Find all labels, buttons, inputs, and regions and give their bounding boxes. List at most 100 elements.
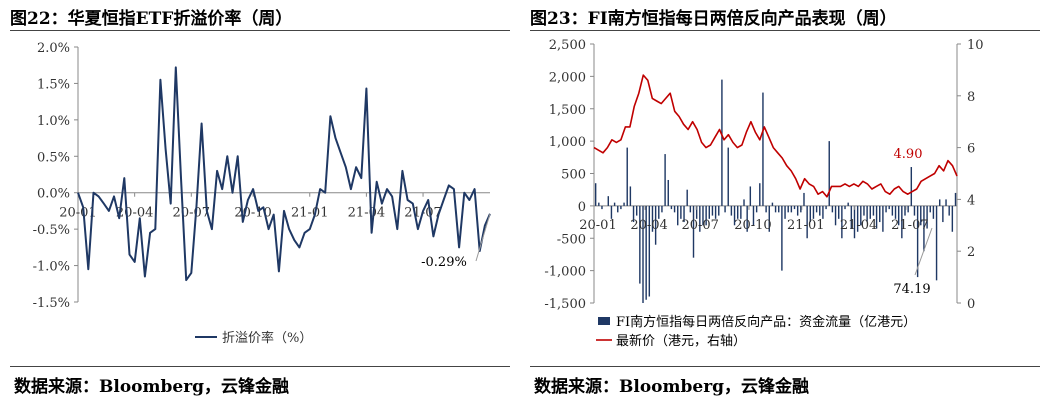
right-flow-bar bbox=[882, 205, 884, 232]
right-flow-bar bbox=[626, 147, 628, 206]
right-left-tick-label: -500 bbox=[557, 232, 586, 247]
right-right-tick-label: 10 bbox=[967, 38, 984, 53]
right-x-tick-label: 20-10 bbox=[734, 218, 771, 233]
right-flow-bar bbox=[803, 192, 805, 206]
right-flow-bar bbox=[812, 205, 815, 219]
right-flow-bar bbox=[920, 205, 922, 226]
right-flow-bar bbox=[711, 205, 714, 216]
left-y-tick-label: 2.0% bbox=[37, 41, 70, 56]
right-x-tick-label: 20-07 bbox=[681, 218, 718, 233]
right-flow-bar bbox=[793, 205, 796, 210]
right-flow-bar bbox=[935, 205, 938, 281]
right-flow-bar bbox=[664, 154, 666, 206]
left-y-tick-label: -0.5% bbox=[33, 223, 70, 238]
right-title-rule bbox=[530, 30, 1040, 31]
right-x-tick-label: 20-04 bbox=[630, 218, 667, 233]
right-flow-bar bbox=[721, 79, 723, 206]
right-flow-bar bbox=[825, 205, 827, 210]
right-flow-bar bbox=[661, 205, 663, 213]
right-flow-bar bbox=[677, 205, 679, 226]
right-flow-bar bbox=[942, 205, 944, 223]
right-right-tick-label: 4 bbox=[967, 193, 975, 208]
right-flow-bar bbox=[778, 205, 780, 213]
right-flow-bar bbox=[654, 205, 657, 245]
right-flow-bar bbox=[658, 205, 660, 219]
right-flow-bar bbox=[926, 205, 928, 229]
right-legend-line-label: 最新价（港元，右轴） bbox=[616, 333, 746, 349]
right-flow-bar bbox=[856, 205, 859, 232]
right-flow-bar bbox=[598, 202, 600, 206]
right-left-tick-label: 1,500 bbox=[549, 103, 586, 118]
right-flow-bar bbox=[834, 205, 837, 226]
left-series-line bbox=[77, 66, 491, 282]
right-flow-bar bbox=[617, 205, 619, 213]
right-flow-bar bbox=[689, 205, 692, 213]
right-flow-bar bbox=[651, 205, 654, 232]
right-flow-bar bbox=[872, 205, 875, 216]
right-flow-bar bbox=[620, 205, 622, 210]
right-flow-bar bbox=[869, 205, 871, 219]
right-x-tick-label: 21-04 bbox=[840, 218, 877, 233]
right-flow-bar bbox=[790, 205, 793, 213]
right-flow-bar bbox=[875, 205, 878, 229]
right-flow-bar bbox=[951, 205, 954, 232]
right-x-tick-label: 21-07 bbox=[891, 218, 928, 233]
right-flow-bar bbox=[939, 199, 941, 206]
right-flow-bar bbox=[954, 192, 957, 206]
right-source-note: 数据来源：Bloomberg，云锋金融 bbox=[534, 377, 810, 397]
right-left-tick-label: 2,000 bbox=[549, 70, 586, 85]
right-right-tick-label: 6 bbox=[967, 142, 975, 157]
right-flow-bar bbox=[740, 205, 742, 219]
right-flow-bar bbox=[781, 205, 783, 271]
left-title-rule bbox=[10, 30, 510, 31]
left-y-tick-label: -1.0% bbox=[33, 260, 70, 275]
right-flow-bar bbox=[680, 205, 682, 219]
right-flow-bar bbox=[847, 202, 849, 206]
right-flow-callout: 74.19 bbox=[893, 282, 930, 297]
left-source-note: 数据来源：Bloomberg，云锋金融 bbox=[14, 377, 290, 397]
right-flow-bar bbox=[916, 205, 919, 278]
right-flow-bar bbox=[607, 196, 609, 206]
right-flow-bar bbox=[800, 205, 802, 213]
left-x-tick-label: 21-04 bbox=[348, 206, 385, 221]
right-flow-bar bbox=[610, 205, 613, 219]
left-y-tick-label: 0.0% bbox=[37, 187, 70, 202]
right-flow-bar bbox=[787, 205, 789, 213]
right-flow-bar bbox=[771, 202, 774, 206]
right-x-tick-label: 21-01 bbox=[787, 218, 824, 233]
right-flow-bar bbox=[806, 205, 808, 239]
left-legend-label: 折溢价率（%） bbox=[222, 330, 312, 346]
right-flow-bar bbox=[860, 205, 862, 226]
right-flow-bar bbox=[815, 205, 818, 213]
right-left-tick-label: 500 bbox=[561, 168, 586, 183]
left-y-tick-label: 0.5% bbox=[37, 150, 70, 165]
right-flow-bar bbox=[635, 205, 638, 216]
right-right-tick-label: 2 bbox=[967, 245, 975, 260]
right-flow-bar bbox=[743, 199, 745, 206]
right-flow-bar bbox=[632, 205, 635, 223]
left-chart: 2.0% 1.5% 1.0% 0.5% 0.0% -0.5% -1.0% -1.5% 20-01… bbox=[33, 41, 491, 346]
right-flow-bar bbox=[850, 205, 853, 229]
right-flow-bar bbox=[879, 205, 881, 223]
right-left-tick-label: -1,500 bbox=[544, 297, 586, 312]
left-y-tick-label: 1.0% bbox=[37, 114, 70, 129]
right-flow-bar bbox=[891, 205, 894, 216]
right-legend-bar-swatch bbox=[598, 317, 610, 325]
right-right-tick-label: 8 bbox=[967, 90, 975, 105]
right-flow-bar bbox=[752, 205, 755, 226]
left-x-tick-label: 20-04 bbox=[116, 206, 153, 221]
right-flow-bar bbox=[897, 205, 900, 226]
right-flow-bar bbox=[683, 205, 685, 223]
right-flow-bar bbox=[730, 205, 733, 216]
right-flow-bar bbox=[866, 205, 868, 223]
right-flow-bar bbox=[932, 205, 935, 219]
right-flow-bar bbox=[623, 202, 625, 206]
right-flow-bar bbox=[828, 141, 830, 206]
right-flow-bar bbox=[894, 205, 897, 219]
right-flow-bar bbox=[613, 202, 616, 206]
right-flow-bar bbox=[929, 205, 931, 213]
right-flow-bar bbox=[948, 205, 950, 216]
right-flow-bar bbox=[642, 205, 644, 303]
right-flow-bar bbox=[774, 205, 777, 213]
